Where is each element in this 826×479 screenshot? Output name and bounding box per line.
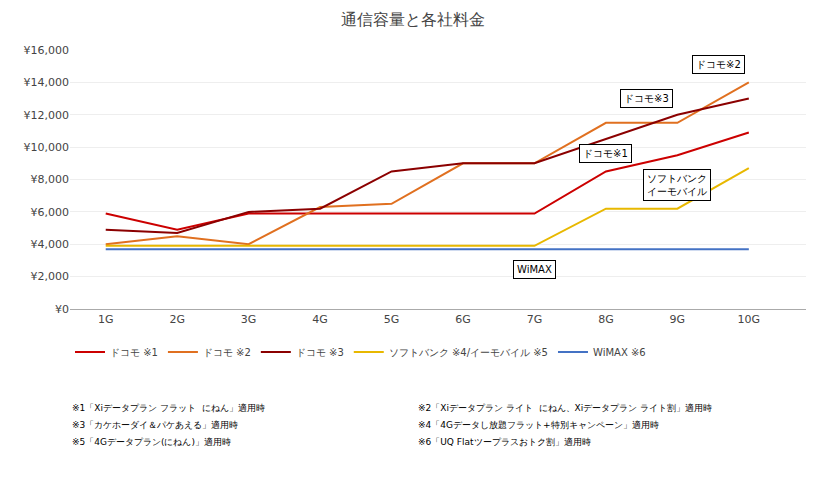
svg-text:¥0: ¥0 [55, 303, 69, 316]
svg-text:2G: 2G [169, 313, 185, 326]
svg-text:WiMAX: WiMAX [517, 264, 552, 275]
svg-text:ドコモ※3: ドコモ※3 [624, 93, 669, 104]
svg-text:※3「カケホーダイ＆パケあえる」適用時: ※3「カケホーダイ＆パケあえる」適用時 [72, 420, 238, 430]
svg-text:ドコモ ※2: ドコモ ※2 [203, 347, 251, 358]
svg-text:※6「UQ Flatツープラスおトク割」適用時: ※6「UQ Flatツープラスおトク割」適用時 [418, 437, 591, 447]
svg-text:ドコモ※2: ドコモ※2 [696, 59, 741, 70]
svg-text:6G: 6G [455, 313, 471, 326]
svg-text:※4「4Gデータし放題フラット+特別キャンペーン」適用時: ※4「4Gデータし放題フラット+特別キャンペーン」適用時 [418, 420, 659, 430]
svg-text:7G: 7G [527, 313, 543, 326]
svg-text:¥6,000: ¥6,000 [31, 206, 70, 219]
svg-text:¥16,000: ¥16,000 [24, 44, 70, 57]
svg-text:1G: 1G [98, 313, 114, 326]
svg-text:10G: 10G [738, 313, 761, 326]
svg-text:ドコモ ※1: ドコモ ※1 [110, 347, 158, 358]
svg-text:※1「Xiデータプラン フラット にねん」適用時: ※1「Xiデータプラン フラット にねん」適用時 [72, 403, 265, 413]
svg-text:9G: 9G [670, 313, 686, 326]
svg-text:3G: 3G [241, 313, 257, 326]
svg-text:ソフトバンク ※4/イーモバイル ※5: ソフトバンク ※4/イーモバイル ※5 [389, 347, 548, 358]
svg-text:8G: 8G [598, 313, 614, 326]
svg-text:4G: 4G [312, 313, 328, 326]
svg-text:¥12,000: ¥12,000 [24, 109, 70, 122]
svg-text:※2「Xiデータプラン ライト にねん、Xiデータプラン: ※2「Xiデータプラン ライト にねん、Xiデータプラン ライト割」適用時 [418, 403, 712, 413]
svg-text:通信容量と各社料金: 通信容量と各社料金 [341, 10, 485, 29]
svg-text:WiMAX ※6: WiMAX ※6 [593, 347, 646, 358]
svg-text:ドコモ ※3: ドコモ ※3 [296, 347, 344, 358]
svg-text:※5「4Gデータプラン(にねん)」適用時: ※5「4Gデータプラン(にねん)」適用時 [72, 437, 231, 447]
svg-text:ソフトバンクイーモバイル: ソフトバンクイーモバイル [647, 173, 707, 197]
svg-text:¥14,000: ¥14,000 [24, 76, 70, 89]
svg-text:¥10,000: ¥10,000 [24, 141, 70, 154]
svg-text:¥8,000: ¥8,000 [31, 173, 70, 186]
svg-text:ドコモ※1: ドコモ※1 [583, 148, 628, 159]
svg-text:5G: 5G [384, 313, 400, 326]
svg-text:¥4,000: ¥4,000 [31, 238, 70, 251]
svg-text:¥2,000: ¥2,000 [31, 270, 70, 283]
